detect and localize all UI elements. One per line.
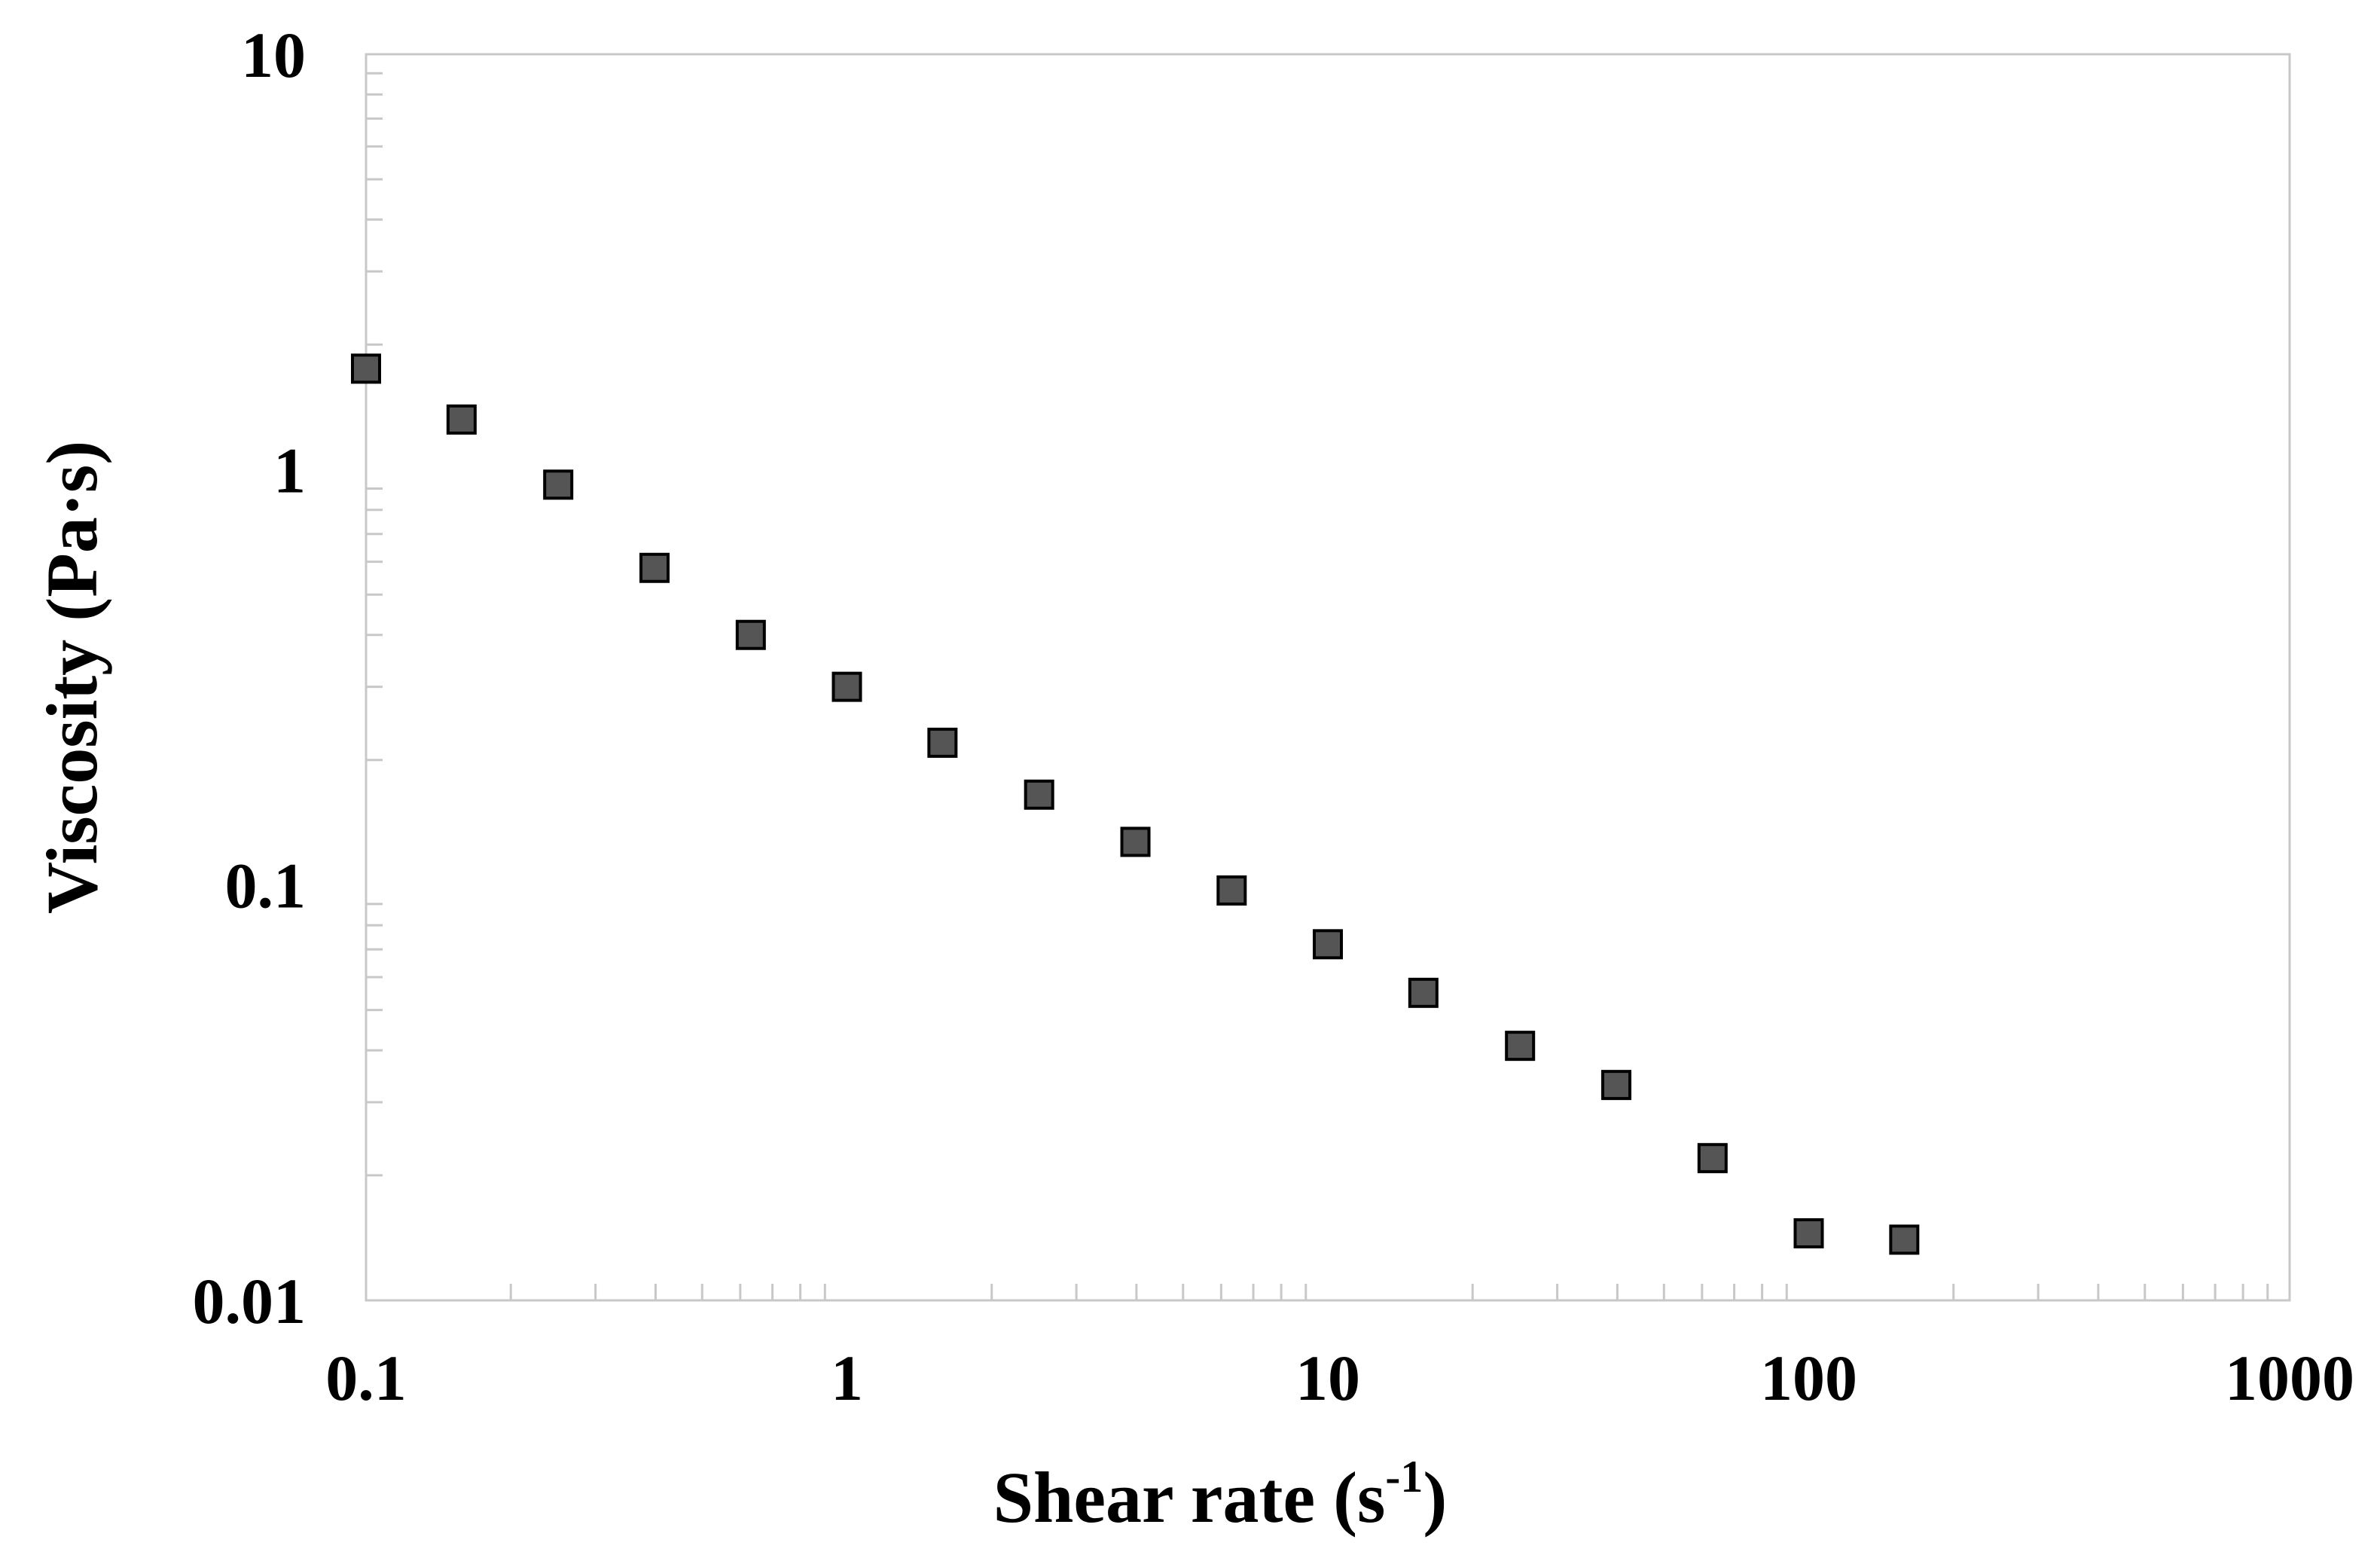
data-point-marker xyxy=(446,404,477,435)
y-tick-label: 1 xyxy=(273,434,306,506)
x-axis-title-main: Shear rate (s xyxy=(993,1457,1386,1538)
y-tick-label: 10 xyxy=(241,19,306,91)
data-point-marker xyxy=(1024,779,1054,810)
x-tick-label: 0.1 xyxy=(325,1342,407,1414)
data-point-marker xyxy=(1505,1031,1536,1062)
data-point-marker xyxy=(1313,929,1343,960)
data-point-marker xyxy=(927,727,958,758)
data-point-marker xyxy=(543,469,574,500)
data-point-marker xyxy=(1793,1218,1824,1249)
x-tick-label: 1 xyxy=(831,1342,863,1414)
x-axis-title-superscript: -1 xyxy=(1385,1452,1423,1502)
minor-ticks xyxy=(366,72,2269,1300)
data-point-marker xyxy=(831,671,862,702)
data-point-marker xyxy=(351,353,381,384)
x-tick-label: 1000 xyxy=(2225,1342,2354,1414)
x-tick-label: 100 xyxy=(1760,1342,1857,1414)
y-tick-label: 0.01 xyxy=(193,1265,307,1337)
plot-area-frame xyxy=(365,53,2291,1302)
data-point-marker xyxy=(1889,1224,1920,1255)
data-point-marker xyxy=(1216,875,1247,906)
data-point-marker xyxy=(1697,1143,1728,1174)
x-tick-labels: 0.1 1 10 100 1000 xyxy=(325,1342,2354,1414)
data-point-marker xyxy=(1120,826,1151,857)
x-tick-label: 10 xyxy=(1295,1342,1360,1414)
x-axis-title: Shear rate (s-1) xyxy=(993,1452,1448,1538)
x-axis-title-close: ) xyxy=(1423,1457,1447,1538)
data-markers xyxy=(351,353,1920,1255)
data-point-marker xyxy=(1408,977,1439,1008)
data-point-marker xyxy=(1601,1070,1632,1101)
data-point-marker xyxy=(639,552,670,583)
y-tick-labels: 0.01 0.1 1 10 xyxy=(193,19,307,1337)
y-tick-label: 0.1 xyxy=(225,850,307,922)
y-axis-title: Viscosity (Pa·s) xyxy=(32,441,112,914)
data-point-marker xyxy=(735,619,766,650)
